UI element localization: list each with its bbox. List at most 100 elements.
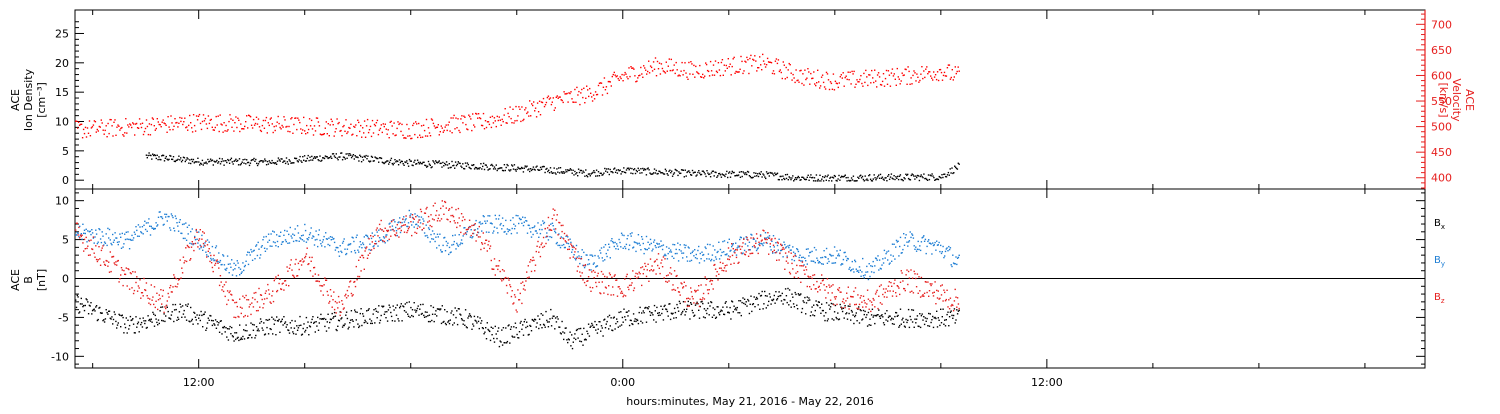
ion-density-point (487, 166, 488, 167)
by-point (897, 241, 898, 242)
ion-density-point (244, 159, 245, 160)
bz-point (525, 280, 526, 281)
by-point (508, 231, 509, 232)
bx-point (844, 317, 845, 318)
ion-density-point (374, 160, 375, 161)
velocity-point (865, 70, 866, 71)
bx-point (180, 306, 181, 307)
by-point (694, 249, 695, 250)
velocity-point (416, 123, 417, 124)
bx-point (518, 337, 519, 338)
bx-point (829, 308, 830, 309)
velocity-point (499, 116, 500, 117)
y-axis-label-left: [cm⁻³] (35, 82, 48, 118)
bz-point (264, 298, 265, 299)
bx-point (110, 318, 111, 319)
bz-point (700, 284, 701, 285)
velocity-point (176, 122, 177, 123)
ion-density-point (454, 168, 455, 169)
ion-density-point (698, 170, 699, 171)
bx-point (394, 320, 395, 321)
ion-density-point (957, 168, 958, 169)
bx-point (115, 321, 116, 322)
by-point (120, 237, 121, 238)
by-point (771, 241, 772, 242)
by-point (861, 271, 862, 272)
by-point (505, 220, 506, 221)
bx-point (938, 320, 939, 321)
velocity-point (111, 125, 112, 126)
bx-point (772, 300, 773, 301)
ion-density-point (269, 160, 270, 161)
by-point (85, 233, 86, 234)
ion-density-point (784, 179, 785, 180)
ion-density-point (889, 179, 890, 180)
bx-point (605, 327, 606, 328)
by-point (274, 231, 275, 232)
ion-density-point (157, 155, 158, 156)
by-point (550, 224, 551, 225)
bx-point (176, 309, 177, 310)
bx-point (124, 323, 125, 324)
bx-point (887, 320, 888, 321)
bz-point (192, 241, 193, 242)
by-point (294, 235, 295, 236)
bx-point (478, 321, 479, 322)
ion-density-point (720, 174, 721, 175)
bx-point (803, 300, 804, 301)
velocity-point (336, 118, 337, 119)
velocity-point (908, 71, 909, 72)
bx-point (817, 305, 818, 306)
by-point (171, 213, 172, 214)
ion-density-point (431, 166, 432, 167)
velocity-point (708, 71, 709, 72)
velocity-point (844, 86, 845, 87)
by-point (354, 250, 355, 251)
ion-density-point (582, 170, 583, 171)
velocity-point (832, 89, 833, 90)
velocity-point (542, 102, 543, 103)
by-point (223, 255, 224, 256)
bz-point (348, 286, 349, 287)
bx-point (99, 307, 100, 308)
by-point (442, 245, 443, 246)
velocity-point (873, 82, 874, 83)
bz-point (516, 311, 517, 312)
velocity-point (871, 70, 872, 71)
bx-point (900, 309, 901, 310)
velocity-point (571, 98, 572, 99)
bx-point (255, 335, 256, 336)
bx-point (684, 314, 685, 315)
by-point (832, 255, 833, 256)
bz-point (375, 243, 376, 244)
by-point (455, 248, 456, 249)
bx-point (102, 312, 103, 313)
bz-point (135, 271, 136, 272)
velocity-point (502, 119, 503, 120)
by-point (240, 269, 241, 270)
bz-point (683, 286, 684, 287)
velocity-point (472, 113, 473, 114)
by-point (528, 225, 529, 226)
bz-point (602, 281, 603, 282)
by-point (495, 215, 496, 216)
ion-density-point (255, 159, 256, 160)
velocity-point (745, 61, 746, 62)
bx-point (784, 299, 785, 300)
velocity-point (855, 84, 856, 85)
bx-point (641, 312, 642, 313)
bx-point (122, 315, 123, 316)
bx-point (377, 317, 378, 318)
by-point (439, 234, 440, 235)
ion-density-point (572, 173, 573, 174)
ion-density-point (612, 172, 613, 173)
ion-density-point (641, 172, 642, 173)
by-point (623, 235, 624, 236)
ion-density-point (887, 176, 888, 177)
by-point (612, 241, 613, 242)
velocity-point (860, 75, 861, 76)
bx-point (254, 337, 255, 338)
ion-density-point (390, 160, 391, 161)
by-point (318, 234, 319, 235)
bx-point (642, 322, 643, 323)
